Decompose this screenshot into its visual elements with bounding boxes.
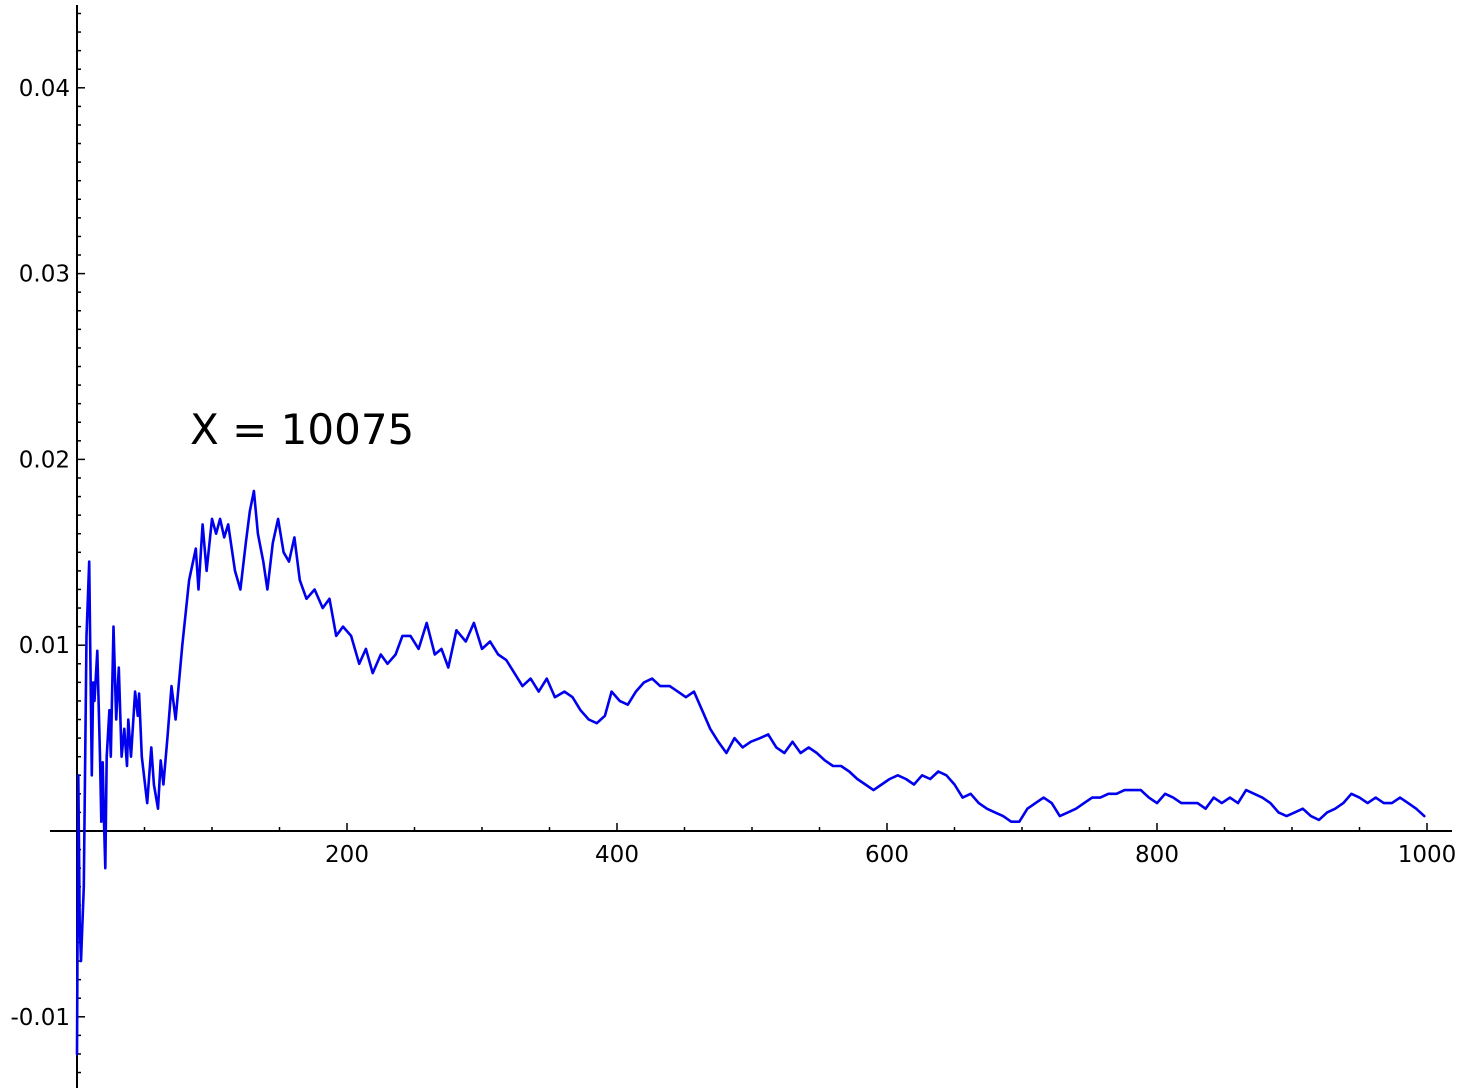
x-tick-label: 1000 — [1398, 842, 1457, 868]
y-tick-label: 0.02 — [19, 447, 70, 473]
chart-annotation: X = 10075 — [190, 405, 414, 454]
x-tick-label: 800 — [1135, 842, 1179, 868]
x-tick-label: 400 — [595, 842, 639, 868]
y-axis-ticks: 0.04 0.03 0.02 0.01 -0.01 — [10, 12, 85, 1074]
x-axis-ticks: 200 400 600 800 1000 — [143, 823, 1457, 868]
y-tick-label: 0.04 — [19, 76, 70, 102]
y-tick-label: 0.01 — [19, 633, 70, 659]
x-tick-label: 600 — [865, 842, 909, 868]
data-series-line — [75, 489, 1426, 1056]
y-tick-label: 0.03 — [19, 262, 70, 288]
x-tick-label: 200 — [325, 842, 369, 868]
y-tick-label: -0.01 — [10, 1005, 70, 1031]
